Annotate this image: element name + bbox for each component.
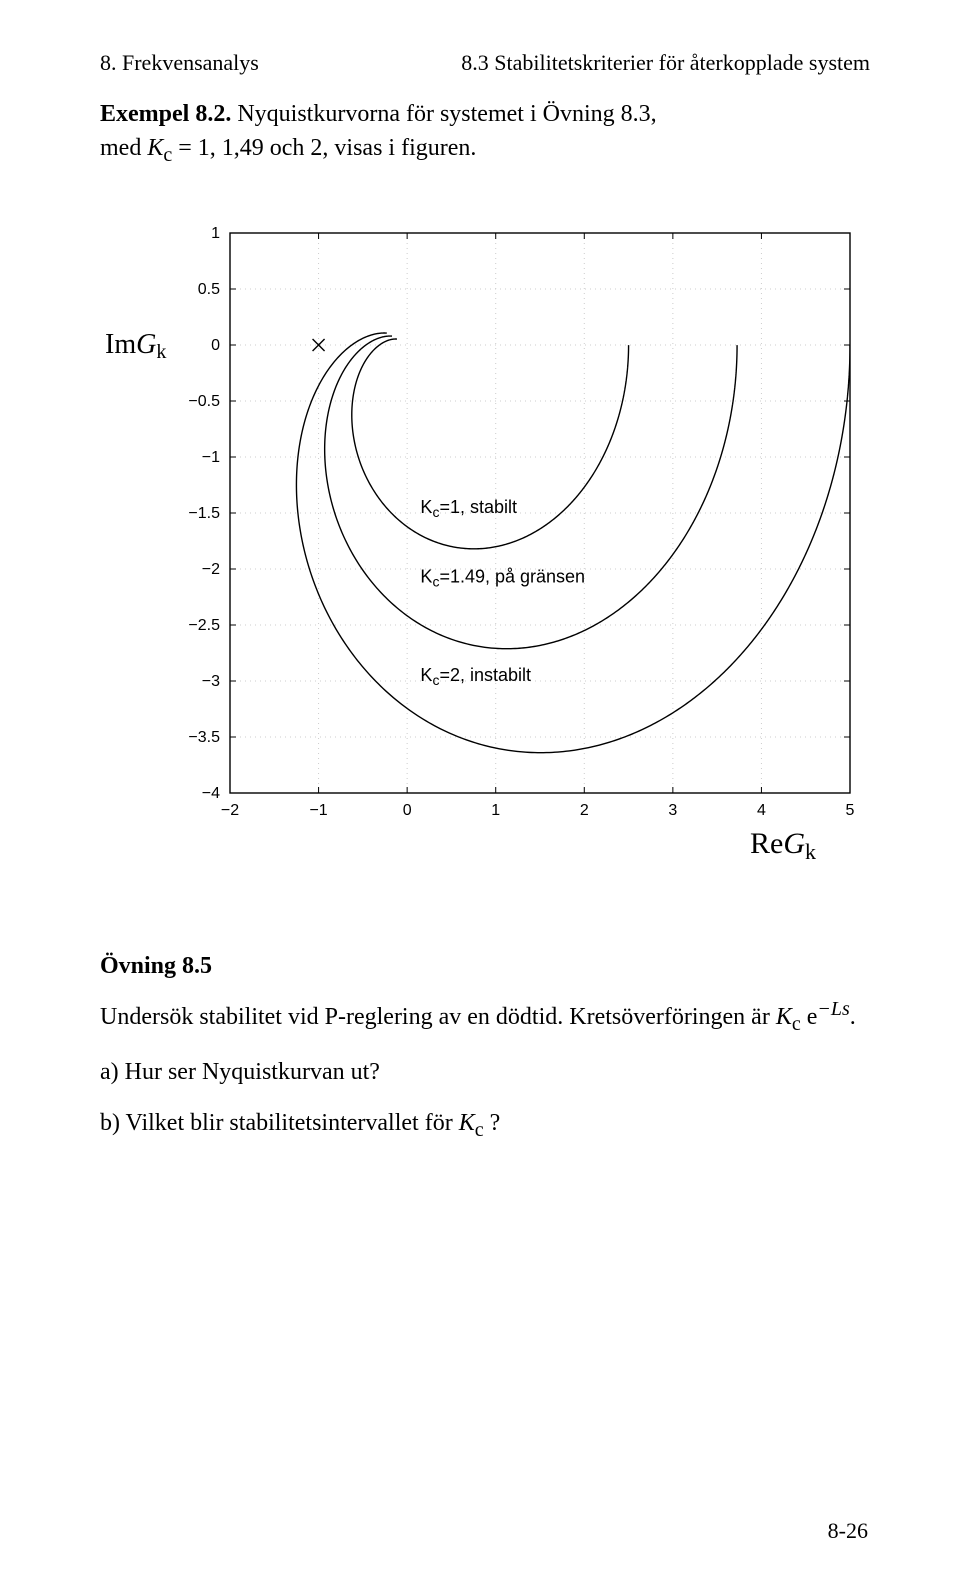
svg-text:−2: −2	[221, 802, 239, 819]
exercise-b-kc: K	[459, 1110, 475, 1136]
svg-text:−2: −2	[202, 561, 220, 578]
exercise-title: Övning 8.5	[100, 953, 870, 980]
svg-text:−3: −3	[202, 673, 220, 690]
svg-text:1: 1	[211, 225, 220, 242]
page-header: 8. Frekvensanalys 8.3 Stabilitetskriteri…	[100, 50, 870, 76]
svg-text:ImGk: ImGk	[105, 329, 166, 363]
svg-text:−1: −1	[202, 449, 220, 466]
exercise-e: e	[801, 1004, 818, 1030]
svg-text:0: 0	[403, 802, 412, 819]
svg-text:4: 4	[757, 802, 766, 819]
svg-text:0: 0	[211, 337, 220, 354]
svg-text:−1.5: −1.5	[188, 505, 220, 522]
exercise-period: .	[850, 1004, 856, 1030]
exercise-kc: K	[776, 1004, 792, 1030]
svg-text:−0.5: −0.5	[188, 393, 220, 410]
exercise-text: Undersök stabilitet vid P-reglering av e…	[100, 1004, 776, 1030]
svg-text:Kc=1.49, på gränsen: Kc=1.49, på gränsen	[420, 567, 585, 590]
kc-symbol: K	[147, 135, 163, 161]
text-eq: = 1, 1,49 och 2, visas i figuren.	[172, 135, 476, 161]
exercise-exp: −Ls	[817, 998, 849, 1020]
example-label: Exempel 8.2.	[100, 101, 231, 127]
example-line2: med Kc = 1, 1,49 och 2, visas i figuren.	[100, 132, 870, 169]
svg-text:5: 5	[846, 802, 855, 819]
example-title: Exempel 8.2. Nyquistkurvorna för systeme…	[100, 98, 870, 132]
exercise-kc-sub: c	[792, 1013, 801, 1035]
svg-text:3: 3	[668, 802, 677, 819]
text-med: med	[100, 135, 147, 161]
svg-text:−3.5: −3.5	[188, 729, 220, 746]
svg-text:−4: −4	[202, 785, 220, 802]
exercise-b-pre: b) Vilket blir stabilitetsintervallet fö…	[100, 1110, 459, 1136]
example-rest: Nyquistkurvorna för systemet i Övning 8.…	[231, 101, 656, 127]
header-right: 8.3 Stabilitetskriterier för återkopplad…	[461, 50, 870, 76]
nyquist-svg: 10.50−0.5−1−1.5−2−2.5−3−3.5−4−2−1012345I…	[80, 223, 900, 883]
svg-text:−1: −1	[309, 802, 327, 819]
exercise-b-kc-sub: c	[475, 1119, 484, 1141]
kc-sub: c	[163, 143, 172, 165]
nyquist-figure: 10.50−0.5−1−1.5−2−2.5−3−3.5−4−2−1012345I…	[80, 223, 870, 883]
exercise-b: b) Vilket blir stabilitetsintervallet fö…	[100, 1105, 870, 1146]
page-number: 8-26	[828, 1518, 868, 1544]
svg-text:−2.5: −2.5	[188, 617, 220, 634]
header-left: 8. Frekvensanalys	[100, 50, 259, 76]
svg-text:2: 2	[580, 802, 589, 819]
svg-text:0.5: 0.5	[198, 281, 220, 298]
svg-text:ReGk: ReGk	[750, 827, 816, 864]
exercise-b-post: ?	[484, 1110, 501, 1136]
exercise-para: Undersök stabilitet vid P-reglering av e…	[100, 994, 870, 1040]
svg-text:1: 1	[491, 802, 500, 819]
exercise-a: a) Hur ser Nyquistkurvan ut?	[100, 1054, 870, 1091]
